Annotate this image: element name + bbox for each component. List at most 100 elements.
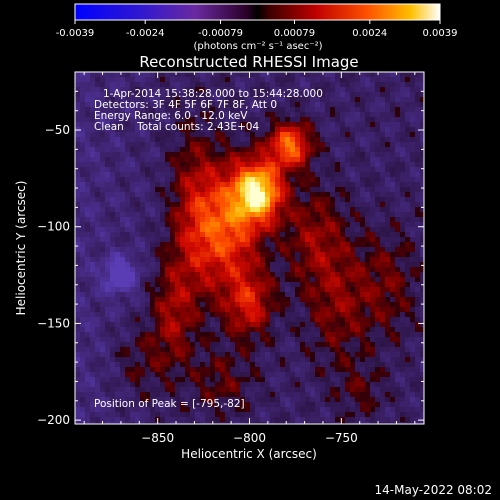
heatmap-cell	[95, 177, 101, 183]
heatmap-cell	[190, 402, 196, 408]
heatmap-cell	[110, 257, 116, 263]
heatmap-cell	[205, 87, 211, 93]
heatmap-cell	[335, 192, 341, 198]
heatmap-cell	[210, 367, 216, 373]
heatmap-cell	[270, 417, 276, 423]
heatmap-cell	[420, 237, 424, 243]
heatmap-cell	[295, 137, 301, 143]
heatmap-cell	[410, 282, 416, 288]
heatmap-cell	[325, 272, 331, 278]
heatmap-cell	[305, 212, 311, 218]
heatmap-cell	[90, 162, 96, 168]
heatmap-cell	[340, 332, 346, 338]
heatmap-cell	[225, 182, 231, 188]
heatmap-cell	[205, 187, 211, 193]
heatmap-cell	[320, 412, 326, 418]
heatmap-cell	[365, 147, 371, 153]
heatmap-cell	[245, 347, 251, 353]
heatmap-cell	[320, 387, 326, 393]
heatmap-cell	[175, 287, 181, 293]
heatmap-cell	[390, 297, 396, 303]
heatmap-cell	[350, 257, 356, 263]
heatmap-cell	[125, 402, 131, 408]
heatmap-cell	[325, 112, 331, 118]
heatmap-cell	[75, 367, 81, 373]
heatmap-cell	[405, 282, 411, 288]
heatmap-cell	[410, 342, 416, 348]
heatmap-cell	[415, 182, 421, 188]
heatmap-cell	[390, 197, 396, 203]
heatmap-cell	[200, 202, 206, 208]
heatmap-cell	[90, 327, 96, 333]
heatmap-cell	[365, 222, 371, 228]
heatmap-cell	[145, 297, 151, 303]
heatmap-cell	[205, 262, 211, 268]
heatmap-cell	[375, 287, 381, 293]
heatmap-cell	[140, 387, 146, 393]
heatmap-cell	[225, 257, 231, 263]
heatmap-cell	[310, 237, 316, 243]
heatmap-cell	[150, 247, 156, 253]
heatmap-cell	[355, 167, 361, 173]
heatmap-cell	[265, 87, 271, 93]
heatmap-cell	[145, 202, 151, 208]
heatmap-cell	[110, 172, 116, 178]
heatmap-cell	[210, 377, 216, 383]
heatmap-cell	[145, 222, 151, 228]
heatmap-cell	[375, 107, 381, 113]
heatmap-cell	[250, 137, 256, 143]
heatmap-cell	[345, 417, 351, 423]
heatmap-cell	[200, 252, 206, 258]
heatmap-cell	[280, 152, 286, 158]
heatmap-cell	[225, 72, 231, 78]
heatmap-cell	[355, 222, 361, 228]
heatmap-cell	[165, 372, 171, 378]
heatmap-cell	[170, 307, 176, 313]
heatmap-cell	[215, 172, 221, 178]
heatmap-cell	[175, 272, 181, 278]
heatmap-cell	[115, 182, 121, 188]
heatmap-cell	[340, 72, 346, 78]
heatmap-cell	[145, 227, 151, 233]
heatmap-cell	[195, 312, 201, 318]
heatmap-cell	[290, 72, 296, 78]
heatmap-cell	[300, 242, 306, 248]
heatmap-cell	[360, 332, 366, 338]
heatmap-cell	[200, 312, 206, 318]
heatmap-cell	[280, 267, 286, 273]
heatmap-cell	[140, 417, 146, 423]
heatmap-cell	[415, 322, 421, 328]
heatmap-cell	[320, 347, 326, 353]
heatmap-cell	[295, 297, 301, 303]
heatmap-cell	[250, 157, 256, 163]
heatmap-cell	[245, 322, 251, 328]
heatmap-cell	[265, 77, 271, 83]
heatmap-cell	[105, 232, 111, 238]
heatmap-cell	[205, 422, 211, 424]
heatmap-cell	[265, 347, 271, 353]
heatmap-cell	[275, 237, 281, 243]
heatmap-cell	[355, 297, 361, 303]
heatmap-cell	[185, 227, 191, 233]
heatmap-cell	[360, 247, 366, 253]
heatmap-cell	[170, 372, 176, 378]
heatmap-cell	[360, 132, 366, 138]
heatmap-cell	[410, 152, 416, 158]
heatmap-cell	[280, 362, 286, 368]
heatmap-cell	[355, 72, 361, 78]
heatmap-cell	[295, 412, 301, 418]
heatmap-cell	[80, 222, 86, 228]
heatmap-cell	[185, 247, 191, 253]
heatmap-cell	[135, 162, 141, 168]
heatmap-cell	[300, 97, 306, 103]
heatmap-cell	[355, 372, 361, 378]
heatmap-cell	[370, 347, 376, 353]
heatmap-cell	[400, 197, 406, 203]
heatmap-cell	[80, 262, 86, 268]
heatmap-cell	[420, 87, 424, 93]
heatmap-cell	[190, 187, 196, 193]
heatmap-cell	[130, 352, 136, 358]
heatmap-cell	[230, 162, 236, 168]
heatmap-cell	[280, 77, 286, 83]
heatmap-cell	[105, 422, 111, 424]
